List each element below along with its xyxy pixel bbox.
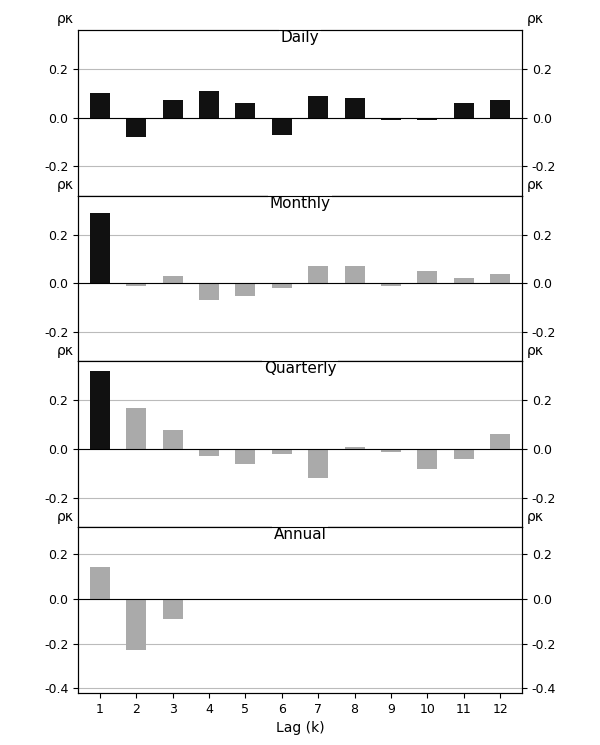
Bar — [272, 118, 292, 135]
Bar — [163, 101, 182, 118]
Text: ρκ: ρκ — [56, 178, 74, 192]
Bar — [454, 449, 474, 459]
Text: ρκ: ρκ — [56, 13, 74, 27]
Text: ρκ: ρκ — [526, 344, 544, 358]
Bar — [490, 101, 510, 118]
Bar — [381, 118, 401, 120]
Bar — [308, 95, 328, 118]
Text: ρκ: ρκ — [526, 178, 544, 192]
Text: ρκ: ρκ — [526, 510, 544, 524]
Bar — [90, 568, 110, 599]
Bar — [126, 118, 146, 137]
Bar — [344, 266, 365, 283]
Bar — [344, 447, 365, 449]
Bar — [490, 273, 510, 283]
Bar — [308, 266, 328, 283]
Bar — [235, 283, 256, 296]
Bar — [381, 283, 401, 286]
X-axis label: Lag (k): Lag (k) — [275, 721, 325, 735]
Bar — [163, 430, 182, 449]
Bar — [163, 599, 182, 619]
Text: ρκ: ρκ — [56, 510, 74, 524]
Bar — [163, 276, 182, 283]
Text: Quarterly: Quarterly — [264, 361, 336, 376]
Bar — [90, 371, 110, 449]
Bar — [308, 449, 328, 478]
Text: Monthly: Monthly — [269, 196, 331, 211]
Text: ρκ: ρκ — [526, 13, 544, 27]
Bar — [235, 449, 256, 463]
Bar — [235, 103, 256, 118]
Bar — [90, 212, 110, 283]
Bar — [272, 283, 292, 288]
Bar — [381, 449, 401, 451]
Bar — [126, 408, 146, 449]
Bar — [199, 91, 219, 118]
Bar — [90, 93, 110, 118]
Bar — [199, 283, 219, 300]
Bar — [199, 449, 219, 457]
Text: ρκ: ρκ — [56, 344, 74, 358]
Bar — [490, 434, 510, 449]
Bar — [126, 599, 146, 650]
Bar — [454, 103, 474, 118]
Text: Daily: Daily — [281, 30, 319, 45]
Bar — [418, 118, 437, 120]
Bar — [344, 98, 365, 118]
Bar — [126, 283, 146, 286]
Bar — [418, 449, 437, 469]
Bar — [418, 271, 437, 283]
Bar — [454, 279, 474, 283]
Text: Annual: Annual — [274, 527, 326, 542]
Bar — [272, 449, 292, 454]
